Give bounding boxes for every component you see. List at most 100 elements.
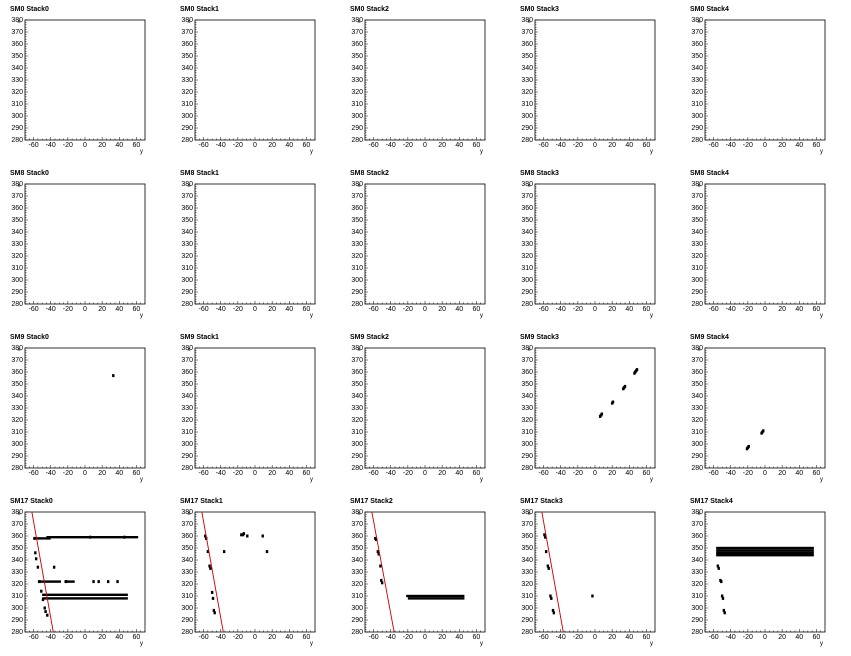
y-tick-label: 340 [11,557,23,564]
y-tick-label: 330 [521,77,533,84]
x-tick-label: 40 [115,306,123,313]
y-tick-label: 320 [11,253,23,260]
y-axis-label: x [188,183,191,189]
x-tick-label: 0 [593,634,597,641]
x-tick-label: -60 [539,634,549,641]
y-tick-label: 330 [691,569,703,576]
y-tick-label: 370 [521,357,533,364]
x-tick-label: 20 [268,470,276,477]
x-tick-label: -60 [199,142,209,149]
hit-point [112,374,115,378]
panel-title: SM9 Stack3 [520,334,559,341]
y-tick-label: 330 [351,405,363,412]
y-tick-label: 370 [691,29,703,36]
y-tick-label: 350 [351,217,363,224]
y-tick-label: 310 [521,429,533,436]
y-tick-label: 350 [521,545,533,552]
x-tick-label: -20 [63,470,73,477]
x-tick-label: 40 [115,634,123,641]
x-tick-label: -40 [556,306,566,313]
y-tick-label: 320 [11,581,23,588]
x-tick-label: -20 [743,306,753,313]
y-tick-label: 370 [181,193,193,200]
y-tick-label: 360 [691,205,703,212]
y-tick-label: 360 [11,41,23,48]
x-tick-label: -60 [539,142,549,149]
x-tick-label: -40 [726,306,736,313]
hit-point [623,384,627,388]
plot-frame [534,19,656,141]
y-tick-label: 310 [11,101,23,108]
y-tick-label: 290 [181,125,193,132]
panel-title: SM17 Stack3 [520,498,563,505]
x-tick-label: -40 [46,470,56,477]
y-tick-label: 380 [181,509,193,516]
y-axis-label: x [358,19,361,25]
y-tick-label: 370 [691,193,703,200]
x-axis-label: y [650,477,653,483]
x-tick-label: 0 [423,634,427,641]
panel-title: SM17 Stack0 [10,498,53,505]
y-tick-label: 350 [691,53,703,60]
x-tick-label: 20 [608,634,616,641]
y-tick-label: 340 [181,393,193,400]
hit-point [380,578,383,582]
y-tick-label: 280 [351,465,363,472]
y-tick-label: 360 [181,205,193,212]
y-tick-label: 320 [181,581,193,588]
x-tick-label: 60 [813,142,821,149]
hit-band [716,546,814,550]
y-tick-label: 370 [181,29,193,36]
x-tick-label: -20 [233,470,243,477]
x-tick-label: 20 [778,470,786,477]
hit-point [213,611,216,615]
x-tick-label: 40 [115,470,123,477]
panel-0: SM0 Stack0 -60 -40 -20 0 20 40 60 280 290 300 310 32… [0,0,170,164]
x-tick-label: 20 [438,142,446,149]
y-tick-label: 280 [351,301,363,308]
y-tick-label: 380 [11,181,23,188]
x-tick-label: -60 [369,306,379,313]
y-tick-label: 340 [691,65,703,72]
x-tick-label: 40 [455,634,463,641]
hit-point [92,580,95,584]
y-axis-label: x [18,511,21,517]
panel-4: SM0 Stack4 -60 -40 -20 0 20 40 60 280 290 300 310 32… [680,0,850,164]
y-tick-label: 310 [691,265,703,272]
y-tick-label: 310 [181,429,193,436]
plot-frame [534,183,656,305]
y-tick-label: 380 [521,17,533,24]
y-tick-label: 330 [351,77,363,84]
y-tick-label: 380 [691,509,703,516]
panel-17: SM17 Stack2 -60 -40 -20 0 20 40 60 280 290 300 310 3… [340,492,510,656]
y-tick-label: 320 [181,253,193,260]
hit-band [407,597,465,600]
hit-point [46,613,49,617]
plot-area: -60 -40 -20 0 20 40 60 280 290 300 310 320 330 340 350… [521,17,656,155]
y-tick-label: 290 [521,453,533,460]
plot-area: -60 -40 -20 0 20 40 60 280 290 300 310 320 330 340 350… [11,181,146,319]
panel-title: SM8 Stack0 [10,170,49,177]
y-tick-label: 350 [11,545,23,552]
x-axis-label: y [480,641,483,647]
y-tick-label: 330 [691,77,703,84]
x-axis-label: y [820,477,823,483]
panel-11: SM9 Stack1 -60 -40 -20 0 20 40 60 280 290 300 310 32… [170,328,340,492]
y-tick-label: 340 [11,393,23,400]
y-tick-label: 360 [691,41,703,48]
plot-frame [24,183,146,305]
y-tick-label: 360 [11,533,23,540]
y-tick-label: 330 [11,405,23,412]
x-tick-label: 40 [795,306,803,313]
x-axis-label: y [650,641,653,647]
y-tick-label: 300 [691,277,703,284]
hit-point [380,581,384,585]
x-tick-label: 40 [455,470,463,477]
panel-13: SM9 Stack3 -60 -40 -20 0 20 40 60 280 290 300 310 32… [510,328,680,492]
x-tick-label: -20 [573,306,583,313]
x-tick-label: -60 [199,470,209,477]
panel-3: SM0 Stack3 -60 -40 -20 0 20 40 60 280 290 300 310 32… [510,0,680,164]
x-tick-label: 60 [303,142,311,149]
y-tick-label: 300 [11,441,23,448]
y-tick-label: 380 [351,17,363,24]
